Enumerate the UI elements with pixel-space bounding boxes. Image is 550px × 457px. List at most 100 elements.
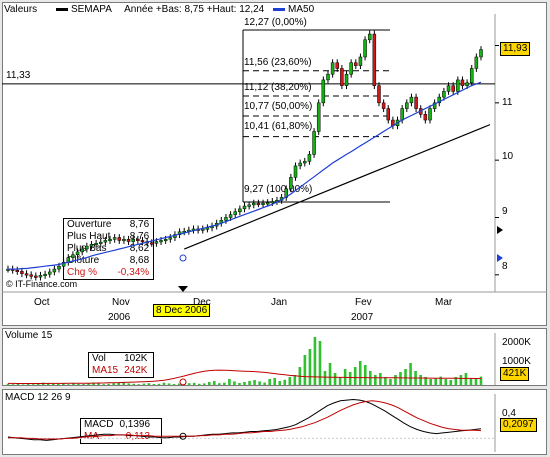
candle-body <box>367 33 372 41</box>
candle-body <box>465 82 469 86</box>
candle-body <box>261 202 265 205</box>
volume-bar <box>283 379 287 385</box>
candle-body <box>29 274 33 277</box>
macd-cursor-marker <box>179 432 187 440</box>
candle-body <box>316 102 321 132</box>
volume-bar <box>459 375 463 385</box>
candle-body <box>252 202 256 206</box>
volume-bar <box>26 384 30 385</box>
ma-arrow-icon <box>497 254 503 262</box>
candle-body <box>228 214 233 218</box>
volume-bar <box>233 381 236 385</box>
data-box: Ouverture 8,76 Plus Haut 8,76 Plus Bas 8,62… <box>63 218 154 280</box>
candle-body <box>233 211 237 215</box>
volume-bar <box>6 383 10 385</box>
price-arrow-icon <box>497 226 503 234</box>
year-range: Année +Bas: 8,75 +Haut: 12,24 <box>124 4 265 15</box>
volume-bar <box>172 384 176 385</box>
ma15-line <box>8 369 481 384</box>
candle-body <box>265 202 270 205</box>
candle-body <box>437 96 442 104</box>
volume-bar <box>36 383 40 385</box>
volume-bar <box>409 363 412 385</box>
candle-body <box>303 161 307 164</box>
candle-body <box>140 240 145 243</box>
volume-bar <box>303 355 307 385</box>
candle-body <box>103 240 108 243</box>
volume-bar <box>112 383 115 385</box>
volume-bar <box>318 341 322 385</box>
volume-bar <box>469 378 473 385</box>
y-tick-11: 11 <box>502 97 513 108</box>
candle-body <box>340 68 344 86</box>
month-fev: Fev <box>355 297 372 308</box>
last-price-tag: 11,93 <box>500 42 531 56</box>
volume-bar <box>479 376 483 385</box>
candle-body <box>47 271 52 275</box>
volume-bar <box>202 383 206 385</box>
candle-body <box>442 91 446 98</box>
month-nov: Nov <box>112 297 130 308</box>
candle-body <box>307 154 312 162</box>
vol-tick-2000k: 2000K <box>502 337 531 348</box>
candle-body <box>131 239 135 242</box>
volume-bar <box>137 384 141 385</box>
volume-bar <box>434 378 438 385</box>
fib-label-0: 12,27 (0,00%) <box>244 17 307 28</box>
candle-body <box>238 208 242 213</box>
volume-bar <box>454 377 458 385</box>
volume-bar <box>122 382 126 385</box>
candle-body <box>460 79 465 86</box>
volume-bar <box>218 383 221 385</box>
month-oct: Oct <box>34 297 50 308</box>
row-change: Chg % -0,34% <box>67 267 150 278</box>
volume-bar <box>308 349 312 385</box>
ticker-label: SEMAPA <box>70 4 112 15</box>
volume-bar <box>82 384 85 385</box>
candle-body <box>112 237 117 240</box>
volume-bar <box>11 384 15 385</box>
volume-bar <box>313 337 317 385</box>
candle-body <box>400 108 404 121</box>
candle-body <box>24 273 29 276</box>
candle-body <box>224 217 228 221</box>
volume-bar <box>394 375 397 385</box>
candle-body <box>451 85 455 92</box>
month-jan: Jan <box>271 297 288 308</box>
volume-bar <box>192 382 196 385</box>
candle-body <box>428 108 432 121</box>
macd-panel[interactable] <box>2 389 547 455</box>
volume-bar <box>162 382 166 385</box>
candle-body <box>474 56 479 69</box>
volume-bar <box>253 380 256 385</box>
values-menu[interactable]: Valeurs <box>4 4 38 15</box>
candle-body <box>89 244 94 247</box>
candle-body <box>377 85 381 104</box>
candle-body <box>242 205 247 210</box>
candle-body <box>85 245 89 250</box>
candle-body <box>270 201 275 204</box>
candle-body <box>80 248 84 253</box>
candle-body <box>168 237 173 240</box>
volume-bar <box>213 381 216 385</box>
ticker-swatch <box>55 7 68 11</box>
volume-bar <box>57 384 60 385</box>
fib-label-1: 11,56 (23,60%) <box>244 57 312 68</box>
volume-bar <box>444 379 448 385</box>
fib-label-3: 10,77 (50,00%) <box>244 101 313 112</box>
volume-bar <box>46 383 50 385</box>
volume-bar <box>67 384 70 385</box>
candle-body <box>122 239 126 242</box>
candle-body <box>52 268 57 273</box>
volume-bar <box>384 377 387 385</box>
candle-body <box>358 56 363 66</box>
macd-line <box>7 398 482 441</box>
volume-bar <box>288 377 292 385</box>
candle-body <box>363 39 367 58</box>
ma50-legend: MA50 <box>288 4 315 15</box>
cursor-marker <box>179 254 187 262</box>
volume-bar <box>429 379 432 385</box>
volume-bar <box>439 376 443 385</box>
row-high: Plus Haut 8,76 <box>67 231 150 242</box>
